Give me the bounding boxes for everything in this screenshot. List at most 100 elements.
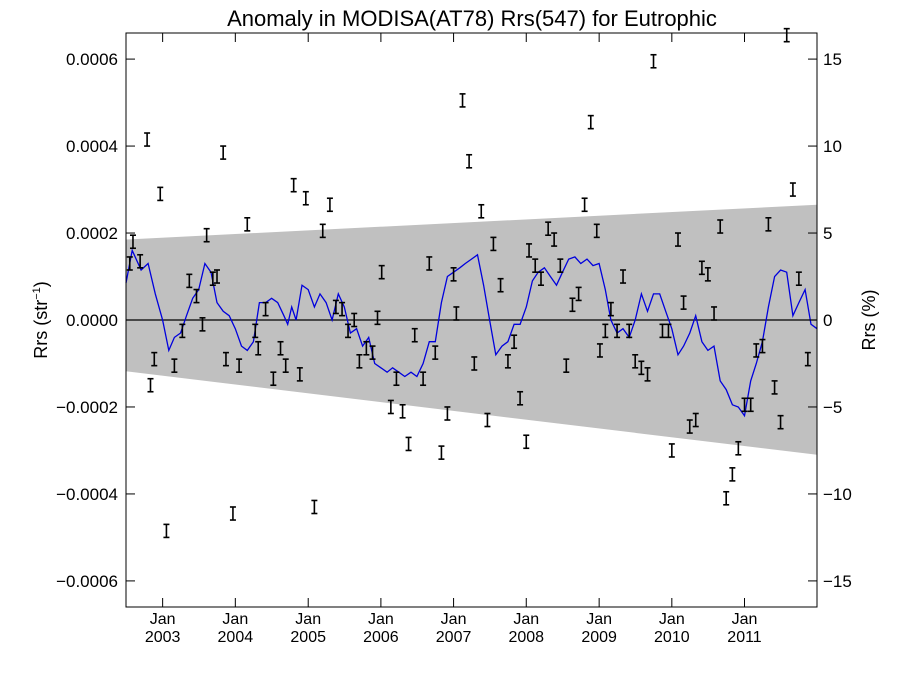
y-right-tick-label: −5: [823, 398, 842, 417]
x-tick-label-month: Jan: [513, 611, 539, 628]
error-bar-point: [789, 182, 796, 197]
error-bar-point: [129, 234, 136, 250]
error-bar-point: [171, 358, 178, 373]
x-tick-label-year: 2005: [290, 629, 326, 646]
error-bar-point: [420, 371, 427, 387]
error-bar-point: [244, 217, 251, 232]
y-left-tick-label: 0.0000: [66, 311, 118, 330]
error-bar-point: [277, 340, 284, 356]
error-bar-point: [209, 271, 216, 287]
error-bar-point: [729, 467, 736, 482]
error-bar-point: [432, 345, 439, 360]
y-right-tick-label: 10: [823, 137, 842, 156]
confidence-band: [126, 204, 817, 455]
error-bar-point: [777, 414, 784, 430]
y-axis-right-label: Rrs (%): [859, 290, 879, 351]
error-bar-point: [581, 197, 588, 213]
error-bar-point: [199, 317, 206, 332]
error-bar-point: [393, 371, 400, 387]
error-bar-point: [151, 351, 158, 367]
error-bar-point: [236, 358, 243, 373]
error-bar-point: [563, 358, 570, 373]
error-bar-point: [698, 260, 705, 276]
error-bar-point: [607, 301, 614, 317]
x-tick-label-month: Jan: [150, 611, 176, 628]
error-bar-point: [471, 356, 478, 371]
error-bar-point: [686, 419, 693, 434]
error-bar-point: [650, 53, 657, 69]
y-right-tick-label: 0: [823, 311, 832, 330]
x-tick-label-year: 2010: [654, 629, 690, 646]
error-bar-point: [296, 367, 303, 382]
error-bar-point: [551, 232, 558, 247]
error-bar-point: [369, 345, 376, 360]
error-bar-point: [638, 360, 645, 376]
y-axis-right: 15 10 5 0 −5 −10 −15: [808, 50, 852, 591]
error-bar-point: [255, 340, 262, 356]
error-bar-point: [478, 203, 485, 219]
error-bar-point: [203, 227, 210, 243]
error-bar-point: [490, 236, 497, 252]
anomaly-series-line: [125, 248, 818, 418]
error-bar-point: [569, 297, 576, 313]
error-bar-point: [557, 258, 564, 273]
error-bar-point: [450, 267, 457, 282]
error-bar-point: [765, 217, 772, 232]
error-bar-point: [282, 358, 289, 373]
error-bar-point: [804, 351, 811, 367]
x-tick-label-year: 2008: [508, 629, 544, 646]
error-bar-point: [511, 334, 518, 350]
y-right-tick-label: −10: [823, 485, 852, 504]
error-bar-point: [163, 523, 170, 539]
error-bar-point: [735, 440, 742, 456]
error-bar-point: [193, 288, 200, 304]
error-bar-point: [302, 190, 309, 206]
error-bar-point: [214, 269, 221, 284]
y-right-tick-label: −15: [823, 572, 852, 591]
error-bar-point: [444, 406, 451, 421]
error-bar-point: [504, 353, 511, 369]
x-tick-label-month: Jan: [586, 611, 612, 628]
y-right-tick-label: 5: [823, 224, 832, 243]
y-left-tick-label: 0.0004: [66, 137, 118, 156]
error-bar-point: [339, 301, 346, 317]
x-tick-label-month: Jan: [732, 611, 758, 628]
error-bar-point: [659, 323, 666, 339]
y-left-tick-label: −0.0006: [56, 572, 118, 591]
x-tick-label-month: Jan: [368, 611, 394, 628]
error-bar-point: [575, 286, 582, 302]
error-bar-point: [157, 186, 164, 202]
error-bar-point: [378, 264, 385, 280]
error-bar-point: [602, 323, 609, 339]
error-bar-point: [186, 273, 193, 289]
error-bar-point: [374, 310, 381, 326]
error-bar-point: [668, 443, 675, 458]
y-left-tick-label: 0.0002: [66, 224, 118, 243]
error-bar-point: [484, 412, 491, 428]
error-bar-point: [644, 367, 651, 382]
error-bar-point: [723, 490, 730, 506]
error-bar-point: [675, 232, 682, 247]
error-bar-point: [704, 267, 711, 282]
error-bar-point: [459, 93, 466, 108]
x-tick-label-month: Jan: [441, 611, 467, 628]
error-bar-point: [222, 351, 229, 367]
error-bar-point: [596, 343, 603, 358]
confidence-band-area: [126, 204, 817, 455]
error-bar-point: [332, 299, 339, 315]
anomaly-line: [125, 248, 818, 418]
error-bar-point: [626, 323, 633, 339]
error-bar-point: [387, 399, 394, 415]
y-axis-left-label: Rrs (str−1): [31, 281, 51, 359]
x-tick-label-month: Jan: [222, 611, 248, 628]
x-tick-label-month: Jan: [295, 611, 321, 628]
error-bar-point: [497, 277, 504, 293]
error-bar-point: [179, 323, 186, 339]
y-left-tick-label: −0.0002: [56, 398, 118, 417]
error-bar-point: [717, 219, 724, 234]
error-bar-point: [795, 271, 802, 287]
error-bar-point: [620, 269, 627, 284]
error-bar-point: [523, 434, 530, 450]
error-bar-point: [741, 397, 748, 413]
